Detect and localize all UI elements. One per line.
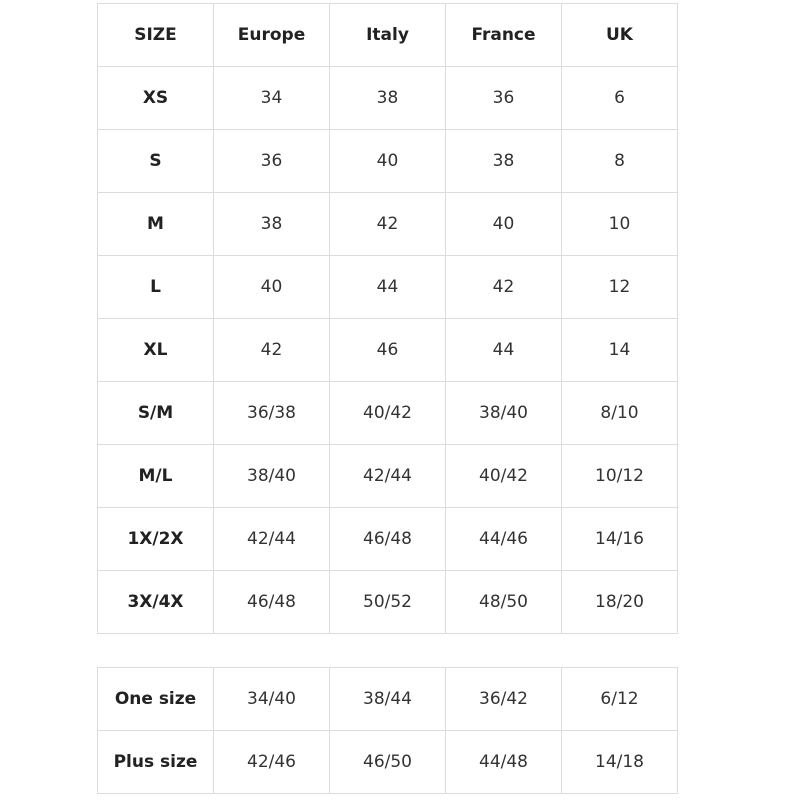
table-row: S/M 36/38 40/42 38/40 8/10	[97, 381, 678, 445]
table-cell: S/M	[97, 381, 214, 445]
table-cell: S	[97, 129, 214, 193]
table-cell: 38	[213, 192, 330, 256]
table-cell: 44/48	[445, 730, 562, 794]
table-cell: 8	[561, 129, 678, 193]
header-cell: France	[445, 3, 562, 67]
table-cell: 18/20	[561, 570, 678, 634]
table-row: Plus size 42/46 46/50 44/48 14/18	[97, 730, 678, 794]
table-row: 3X/4X 46/48 50/52 48/50 18/20	[97, 570, 678, 634]
table-cell: L	[97, 255, 214, 319]
table-cell: 14	[561, 318, 678, 382]
table-row: 1X/2X 42/44 46/48 44/46 14/16	[97, 507, 678, 571]
header-cell: Italy	[329, 3, 446, 67]
table-row: SIZE Europe Italy France UK	[97, 3, 678, 67]
table-cell: M/L	[97, 444, 214, 508]
table-cell: 3X/4X	[97, 570, 214, 634]
table-row: XL 42 46 44 14	[97, 318, 678, 382]
table-row: L 40 44 42 12	[97, 255, 678, 319]
extra-size-table: One size 34/40 38/44 36/42 6/12 Plus size 42/4…	[97, 667, 678, 794]
table-cell: 50/52	[329, 570, 446, 634]
table-cell: 36/38	[213, 381, 330, 445]
table-cell: 42	[213, 318, 330, 382]
table-cell: 34/40	[213, 667, 330, 731]
table-cell: 46/48	[329, 507, 446, 571]
header-cell: Europe	[213, 3, 330, 67]
header-cell: SIZE	[97, 3, 214, 67]
table-cell: 40	[329, 129, 446, 193]
table-cell: 1X/2X	[97, 507, 214, 571]
table-cell: XS	[97, 66, 214, 130]
table-row: M 38 42 40 10	[97, 192, 678, 256]
table-row: One size 34/40 38/44 36/42 6/12	[97, 667, 678, 731]
table-cell: One size	[97, 667, 214, 731]
table-cell: 38/44	[329, 667, 446, 731]
table-cell: 8/10	[561, 381, 678, 445]
table-cell: 44/46	[445, 507, 562, 571]
table-cell: 46/50	[329, 730, 446, 794]
table-row: S 36 40 38 8	[97, 129, 678, 193]
table-cell: 10/12	[561, 444, 678, 508]
table-cell: 14/16	[561, 507, 678, 571]
table-cell: 38/40	[213, 444, 330, 508]
table-cell: 12	[561, 255, 678, 319]
table-cell: M	[97, 192, 214, 256]
table-cell: 38/40	[445, 381, 562, 445]
table-cell: 42/46	[213, 730, 330, 794]
table-cell: 34	[213, 66, 330, 130]
table-cell: 36	[213, 129, 330, 193]
table-cell: 42	[329, 192, 446, 256]
table-cell: 48/50	[445, 570, 562, 634]
table-cell: Plus size	[97, 730, 214, 794]
table-cell: 44	[329, 255, 446, 319]
table-cell: XL	[97, 318, 214, 382]
table-cell: 40	[213, 255, 330, 319]
table-cell: 14/18	[561, 730, 678, 794]
table-cell: 36	[445, 66, 562, 130]
table-row: M/L 38/40 42/44 40/42 10/12	[97, 444, 678, 508]
table-cell: 38	[445, 129, 562, 193]
table-cell: 42	[445, 255, 562, 319]
table-cell: 42/44	[329, 444, 446, 508]
table-cell: 40/42	[329, 381, 446, 445]
table-cell: 6	[561, 66, 678, 130]
size-table: SIZE Europe Italy France UK XS 34 38 36 6 S 36 40 38 8…	[97, 3, 678, 634]
table-cell: 38	[329, 66, 446, 130]
table-cell: 10	[561, 192, 678, 256]
table-cell: 44	[445, 318, 562, 382]
table-cell: 36/42	[445, 667, 562, 731]
table-cell: 40/42	[445, 444, 562, 508]
table-cell: 42/44	[213, 507, 330, 571]
table-cell: 40	[445, 192, 562, 256]
table-row: XS 34 38 36 6	[97, 66, 678, 130]
table-cell: 46	[329, 318, 446, 382]
table-cell: 6/12	[561, 667, 678, 731]
header-cell: UK	[561, 3, 678, 67]
table-cell: 46/48	[213, 570, 330, 634]
